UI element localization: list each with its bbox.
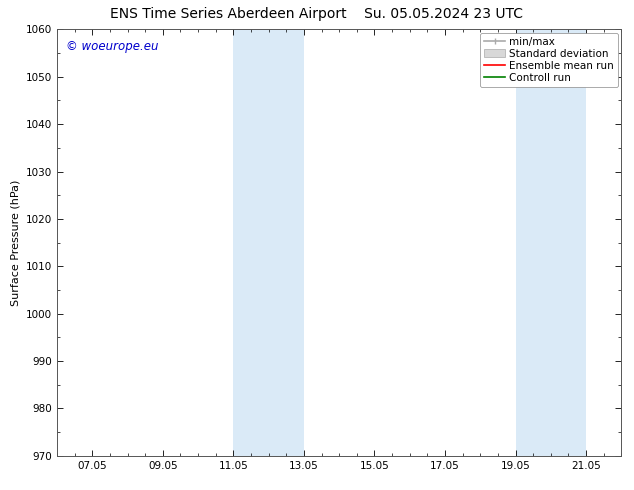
Bar — [233, 29, 304, 456]
Y-axis label: Surface Pressure (hPa): Surface Pressure (hPa) — [10, 179, 20, 306]
Text: © woeurope.eu: © woeurope.eu — [65, 40, 158, 53]
Bar — [515, 29, 586, 456]
Text: ENS Time Series Aberdeen Airport    Su. 05.05.2024 23 UTC: ENS Time Series Aberdeen Airport Su. 05.… — [110, 7, 524, 22]
Legend: min/max, Standard deviation, Ensemble mean run, Controll run: min/max, Standard deviation, Ensemble me… — [480, 32, 618, 87]
